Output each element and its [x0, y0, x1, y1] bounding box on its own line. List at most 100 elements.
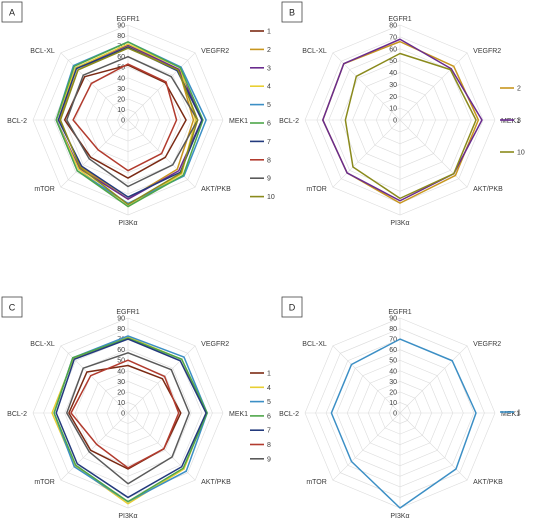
axis-label: BCL-XL [30, 341, 55, 348]
grid-spoke [60, 412, 129, 481]
legend-label: 1 [267, 371, 271, 378]
legend-label: 7 [267, 139, 271, 146]
series-line-10 [344, 52, 477, 200]
axis-label: PI3Kα [118, 513, 137, 520]
tick-label: 30 [117, 86, 125, 93]
series-line-1 [68, 364, 182, 470]
series-line-7 [55, 338, 207, 499]
series-line-3 [322, 38, 483, 202]
axis-label: VEGFR2 [201, 341, 229, 348]
tick-label: 10 [117, 400, 125, 407]
legend-label: 6 [267, 413, 271, 420]
tick-label: 60 [117, 347, 125, 354]
axis-label: EGFR1 [388, 309, 411, 316]
axis-label: mTOR [34, 479, 54, 486]
axis-label: BCL-XL [30, 48, 55, 55]
series-line-6 [53, 337, 208, 503]
tick-label: 20 [389, 389, 397, 396]
panel-letter-box [281, 296, 303, 318]
tick-label: 30 [117, 379, 125, 386]
legend-label: 4 [267, 385, 271, 392]
panel-letter: A [9, 8, 15, 18]
legend-label: 1 [517, 410, 521, 417]
panel-letter-box [281, 1, 303, 23]
axis-label: BCL-XL [302, 48, 327, 55]
series-line-1 [330, 338, 477, 509]
axis-label: AKT/PKB [473, 186, 503, 193]
panel-letter: D [289, 303, 296, 313]
legend-label: 5 [267, 399, 271, 406]
series-line-10 [59, 47, 199, 206]
axis-label: AKT/PKB [201, 186, 231, 193]
legend-label: 9 [267, 456, 271, 463]
panel-letter-box [1, 1, 23, 23]
tick-label: 60 [389, 347, 397, 354]
tick-label: 30 [389, 379, 397, 386]
tick-label: 90 [117, 316, 125, 323]
tick-label: 10 [389, 400, 397, 407]
tick-label: 0 [121, 118, 125, 125]
axis-label: BCL-2 [7, 411, 27, 418]
tick-label: 70 [389, 337, 397, 344]
axis-label: EGFR1 [116, 309, 139, 316]
tick-label: 80 [117, 326, 125, 333]
grid-spoke [399, 119, 468, 188]
grid-spoke [399, 52, 468, 121]
axis-label: MEK1 [501, 118, 520, 125]
axis-label: MEK1 [501, 411, 520, 418]
grid-spoke [399, 345, 468, 414]
tick-label: 70 [389, 34, 397, 41]
legend-label: 4 [267, 84, 271, 91]
tick-label: 10 [117, 107, 125, 114]
grid-spoke [332, 345, 401, 414]
axis-label: mTOR [306, 479, 326, 486]
axis-label: VEGFR2 [201, 48, 229, 55]
series-line-8 [70, 359, 180, 469]
legend-label: 3 [517, 118, 521, 125]
tick-label: 20 [117, 96, 125, 103]
axis-label: PI3Kα [390, 220, 409, 227]
legend-label: 2 [517, 86, 521, 93]
legend-label: 9 [267, 176, 271, 183]
axis-label: BCL-XL [302, 341, 327, 348]
legend-label: 3 [267, 65, 271, 72]
series-line-6 [55, 41, 204, 208]
legend-label: 1 [267, 29, 271, 36]
tick-label: 20 [389, 94, 397, 101]
tick-label: 50 [117, 358, 125, 365]
panel-letter-box [1, 296, 23, 318]
axis-label: MEK1 [229, 118, 248, 125]
axis-label: BCL-2 [279, 411, 299, 418]
tick-label: 60 [389, 46, 397, 53]
panel-letter: C [9, 303, 16, 313]
legend-label: 10 [517, 150, 525, 157]
tick-label: 50 [389, 358, 397, 365]
grid-spoke [127, 52, 196, 121]
radar-panel-A: A0102030405060708090EGFR1VEGFR2MEK1AKT/P… [1, 1, 275, 227]
tick-label: 0 [393, 411, 397, 418]
tick-label: 0 [121, 411, 125, 418]
axis-label: EGFR1 [388, 16, 411, 23]
tick-label: 60 [117, 54, 125, 61]
series-line-9 [66, 55, 199, 188]
axis-label: MEK1 [229, 411, 248, 418]
series-line-9 [66, 352, 190, 485]
legend-label: 5 [267, 102, 271, 109]
grid-spoke [332, 119, 401, 188]
tick-label: 20 [117, 389, 125, 396]
axis-label: BCL-2 [279, 118, 299, 125]
tick-label: 0 [393, 118, 397, 125]
series-line-8 [72, 63, 178, 172]
tick-label: 90 [117, 23, 125, 30]
axis-label: VEGFR2 [473, 341, 501, 348]
grid-spoke [332, 412, 401, 481]
grid-spoke [60, 345, 129, 414]
grid-spoke [60, 52, 129, 121]
tick-label: 90 [389, 316, 397, 323]
axis-label: PI3Kα [118, 220, 137, 227]
axis-label: EGFR1 [116, 16, 139, 23]
